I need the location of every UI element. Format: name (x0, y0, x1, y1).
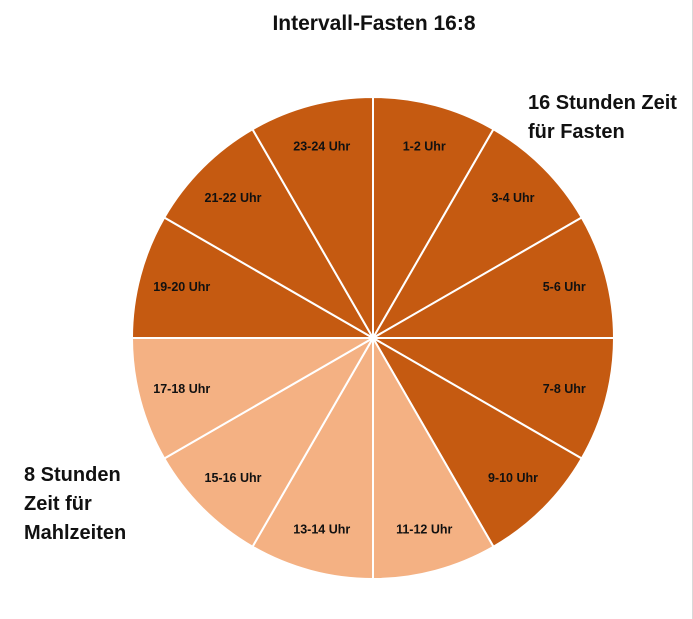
slice-label-10: 19-20 Uhr (153, 280, 210, 294)
slice-label-5: 9-10 Uhr (488, 471, 538, 485)
pie-slice-9 (130, 337, 377, 460)
slice-label-6: 11-12 Uhr (396, 522, 452, 536)
pie-slice-3 (369, 216, 616, 339)
slice-label-2: 3-4 Uhr (491, 191, 534, 205)
pie-slice-7 (251, 334, 374, 581)
pie-slice-2 (370, 127, 584, 341)
slice-label-11: 21-22 Uhr (205, 191, 262, 205)
pie-slice-10 (130, 216, 377, 339)
annotation-mahlzeiten: 8 Stunden Zeit für Mahlzeiten (24, 464, 127, 544)
pie-slice-12 (251, 95, 374, 342)
slice-label-3: 5-6 Uhr (543, 280, 586, 294)
pie-slice-11 (162, 127, 376, 341)
pie-slice-1 (372, 95, 495, 342)
slice-label-12: 23-24 Uhr (293, 140, 350, 154)
slice-label-7: 13-14 Uhr (293, 522, 350, 536)
slice-label-1: 1-2 Uhr (403, 140, 446, 154)
pie-slice-4 (369, 337, 616, 460)
slice-label-4: 7-8 Uhr (543, 382, 586, 396)
pie-slice-6 (372, 334, 495, 581)
annotation-fasten: 16 Stunden Zeit für Fasten (528, 92, 677, 143)
slice-label-9: 17-18 Uhr (153, 382, 210, 396)
pie-slice-8 (162, 335, 376, 549)
chart-title: Intervall-Fasten 16:8 (272, 12, 476, 35)
slice-label-8: 15-16 Uhr (205, 471, 262, 485)
pie-slice-5 (370, 335, 584, 549)
